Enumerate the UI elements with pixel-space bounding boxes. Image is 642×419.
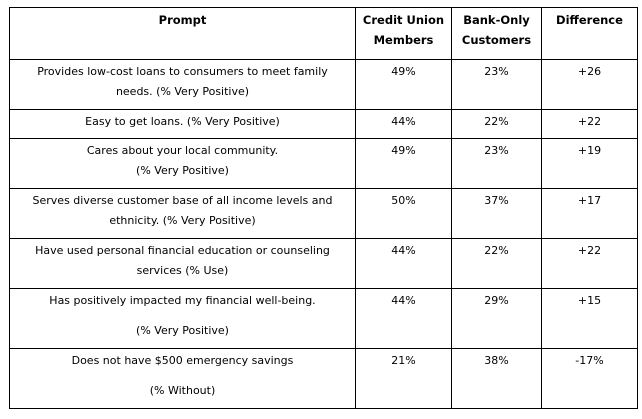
difference-cell: +26 [541,59,638,110]
credit-union-cell: 49% [355,59,452,110]
bank-only-cell: 22% [451,109,542,139]
credit-union-cell: 44% [355,288,452,349]
credit-union-cell: 49% [355,138,452,189]
prompt-cell: Does not have $500 emergency savings (% … [9,348,356,409]
prompt-line1: Cares about your local community. [86,144,279,157]
difference-cell: +17 [541,188,638,239]
table-row: Easy to get loans. (% Very Positive) 44%… [9,109,638,139]
prompt-line1: Provides low-cost loans to consumers to … [37,65,328,78]
table-row: Have used personal financial education o… [9,238,638,289]
credit-union-cell: 44% [355,109,452,139]
credit-union-cell: 21% [355,348,452,409]
prompt-line2: ethnicity. (% Very Positive) [109,214,256,227]
difference-cell: +15 [541,288,638,349]
prompt-cell: Have used personal financial education o… [9,238,356,289]
credit-union-cell: 50% [355,188,452,239]
difference-cell: +22 [541,238,638,289]
prompt-line2: needs. (% Very Positive) [115,85,250,98]
table-row: Serves diverse customer base of all inco… [9,188,638,239]
prompt-cell: Provides low-cost loans to consumers to … [9,59,356,110]
table-row: Does not have $500 emergency savings (% … [9,348,638,409]
header-difference: Difference [541,7,638,60]
prompt-line2: (% Without) [149,384,216,397]
credit-union-cell: 44% [355,238,452,289]
prompt-cell: Cares about your local community. (% Ver… [9,138,356,189]
difference-cell: +19 [541,138,638,189]
difference-cell: -17% [541,348,638,409]
prompt-line2: (% Very Positive) [136,164,229,177]
header-bank-only: Bank-Only Customers [451,7,542,60]
header-prompt: Prompt [9,7,356,60]
table-row: Has positively impacted my financial wel… [9,288,638,349]
prompt-line1: Easy to get loans. (% Very Positive) [85,115,280,128]
bank-only-cell: 38% [451,348,542,409]
header-bank-only-line1: Bank-Only [463,13,530,27]
prompt-cell: Serves diverse customer base of all inco… [9,188,356,239]
bank-only-cell: 29% [451,288,542,349]
prompt-line1: Serves diverse customer base of all inco… [32,194,333,207]
comparison-table: Prompt Credit Union Members Bank-Only Cu… [9,7,638,409]
header-credit-union-line1: Credit Union [362,13,445,27]
prompt-line1: Has positively impacted my financial wel… [49,294,316,307]
difference-cell: +22 [541,109,638,139]
prompt-line1: Have used personal financial education o… [35,244,330,257]
bank-only-cell: 23% [451,138,542,189]
prompt-cell: Has positively impacted my financial wel… [9,288,356,349]
bank-only-cell: 23% [451,59,542,110]
table-row: Cares about your local community. (% Ver… [9,138,638,189]
prompt-line2: services (% Use) [136,264,229,277]
header-row: Prompt Credit Union Members Bank-Only Cu… [9,7,638,60]
header-credit-union-line2: Members [373,33,434,47]
header-bank-only-line2: Customers [461,33,532,47]
bank-only-cell: 37% [451,188,542,239]
prompt-line2: (% Very Positive) [136,324,229,337]
prompt-cell: Easy to get loans. (% Very Positive) [9,109,356,139]
bank-only-cell: 22% [451,238,542,289]
prompt-line1: Does not have $500 emergency savings [71,354,294,367]
table-row: Provides low-cost loans to consumers to … [9,59,638,110]
header-credit-union: Credit Union Members [355,7,452,60]
